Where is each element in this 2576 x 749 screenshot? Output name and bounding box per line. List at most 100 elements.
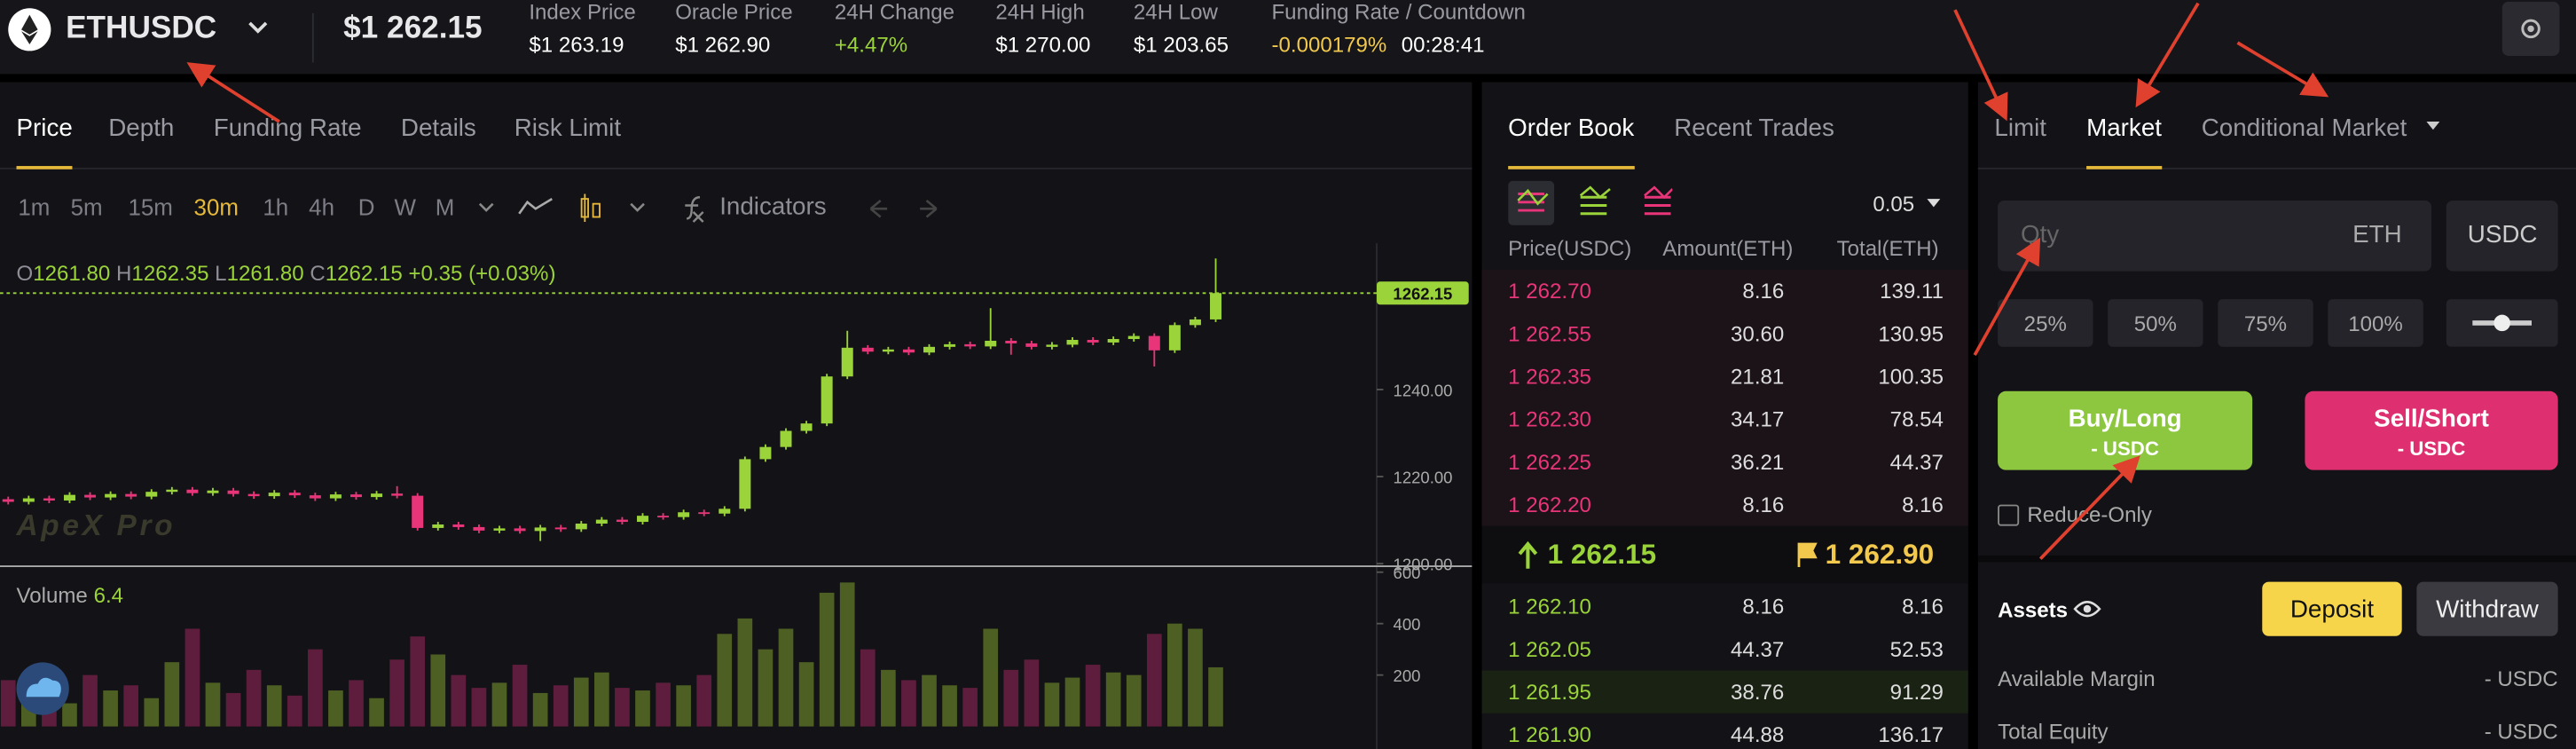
tab[interactable]: Depth	[108, 114, 175, 143]
dropdown-icon[interactable]	[1926, 197, 1943, 210]
dropdown-icon[interactable]	[247, 20, 270, 36]
amount: 8.16	[1742, 594, 1785, 619]
amount: 44.37	[1731, 636, 1785, 662]
interval[interactable]: 15m	[128, 193, 173, 221]
deposit-button[interactable]	[2262, 581, 2402, 636]
volume-bar	[103, 690, 118, 727]
withdraw-button[interactable]	[2416, 581, 2558, 636]
ohlc-legend: O1261.80 H1262.35 L1261.80 C1262.15 +0.3…	[17, 261, 556, 286]
candle-body	[125, 493, 137, 497]
tab[interactable]: Funding Rate	[213, 114, 362, 143]
interval[interactable]: 5m	[70, 193, 103, 221]
ohlc-change: +0.35 (+0.03%)	[408, 260, 556, 286]
candle-body	[84, 494, 97, 498]
sell-button[interactable]	[2305, 390, 2558, 470]
unit-switch[interactable]	[2446, 200, 2558, 272]
candle-body	[350, 494, 362, 498]
slider[interactable]	[2446, 299, 2558, 347]
mid-last-price: 1 262.15	[1547, 539, 1657, 571]
y-tick-label: 200	[1394, 666, 1421, 685]
tab[interactable]: Risk Limit	[514, 114, 622, 143]
qty-input[interactable]	[1998, 200, 2432, 272]
tab[interactable]: Details	[400, 114, 476, 143]
interval[interactable]: D	[357, 193, 375, 221]
indicators-button[interactable]: Indicators	[719, 193, 827, 222]
candle-body	[329, 494, 342, 499]
funding-label: Funding Rate / Countdown	[1271, 0, 1526, 24]
candle-body	[1107, 339, 1119, 343]
candle-body	[22, 498, 35, 502]
tab[interactable]: Price	[16, 114, 73, 143]
price-chart: 1200.00 1220.00 1240.00 200 400 600 1262.15	[0, 243, 1473, 749]
candle-body	[595, 519, 608, 524]
volume-bar	[1208, 666, 1223, 727]
price: 1 262.30	[1508, 406, 1591, 432]
total: 8.16	[1902, 492, 1944, 517]
watermark: ApeX Pro	[16, 509, 177, 542]
volume-bar	[962, 688, 978, 727]
separator	[311, 12, 314, 63]
funding-rate: -0.000179%	[1271, 32, 1387, 57]
reduce-only-checkbox[interactable]	[1998, 504, 2020, 526]
tab[interactable]: Conditional Market	[2201, 114, 2407, 143]
ohlc-label: L	[215, 260, 227, 286]
candle-body	[473, 526, 485, 531]
book-view-icons[interactable]	[1508, 180, 1673, 227]
assistant-icon[interactable]	[13, 661, 73, 717]
tick-size[interactable]: 0.05	[1873, 191, 1915, 217]
interval[interactable]: 4h	[309, 193, 335, 221]
volume-bar	[410, 636, 426, 727]
buy-amount: - USDC	[2091, 437, 2159, 461]
amount: 8.16	[1742, 492, 1785, 517]
divider	[1977, 167, 2576, 170]
candle-body	[923, 346, 935, 353]
reduce-only-label: Reduce-Only	[2027, 501, 2152, 527]
candle-body	[227, 490, 240, 494]
chart-tools[interactable]	[476, 193, 953, 224]
tab[interactable]: Order Book	[1508, 114, 1635, 143]
volume-bar	[819, 592, 835, 727]
eye-icon[interactable]	[2073, 598, 2101, 619]
dropdown-icon[interactable]	[2425, 120, 2442, 133]
last-price-label: 1262.15	[1393, 285, 1452, 304]
symbol[interactable]: ETHUSDC	[66, 11, 217, 46]
percent-button[interactable]	[2328, 299, 2423, 347]
percent-label: 25%	[2023, 311, 2067, 336]
interval[interactable]: 30m	[193, 193, 239, 221]
volume-bar	[1146, 634, 1162, 727]
interval[interactable]: W	[394, 193, 416, 221]
percent-button[interactable]	[2108, 299, 2203, 347]
asset-value: - USDC	[2484, 666, 2558, 691]
candle-body	[268, 493, 280, 497]
volume-bar	[553, 685, 569, 727]
candle-body	[63, 494, 75, 501]
tab[interactable]: Recent Trades	[1674, 114, 1834, 143]
candle-body	[902, 349, 915, 353]
interval[interactable]: 1m	[18, 193, 51, 221]
quote-unit: USDC	[2467, 221, 2538, 249]
volume-bar	[287, 695, 302, 727]
candle-body	[1066, 340, 1079, 345]
amount: 8.16	[1742, 278, 1785, 304]
settings-button[interactable]	[2501, 1, 2560, 56]
percent-button[interactable]	[2218, 299, 2313, 347]
volume-bar	[839, 582, 855, 727]
price: 1 262.70	[1508, 278, 1591, 304]
y-tick-label: 1200.00	[1394, 556, 1453, 574]
volume-bar	[696, 674, 712, 727]
stat-value: $1 270.00	[995, 32, 1091, 57]
volume-bar	[798, 662, 814, 727]
tab-underline	[2086, 166, 2163, 170]
qty-unit: ETH	[2352, 221, 2402, 249]
candle-body	[861, 347, 874, 352]
percent-label: 75%	[2243, 311, 2288, 336]
qty-placeholder: Qty	[2021, 221, 2060, 249]
tab[interactable]: Market	[2086, 114, 2162, 143]
volume-bar	[594, 672, 609, 727]
interval[interactable]: M	[435, 193, 455, 221]
tab[interactable]: Limit	[1994, 114, 2047, 143]
volume-bar	[266, 685, 282, 727]
interval[interactable]: 1h	[263, 193, 289, 221]
